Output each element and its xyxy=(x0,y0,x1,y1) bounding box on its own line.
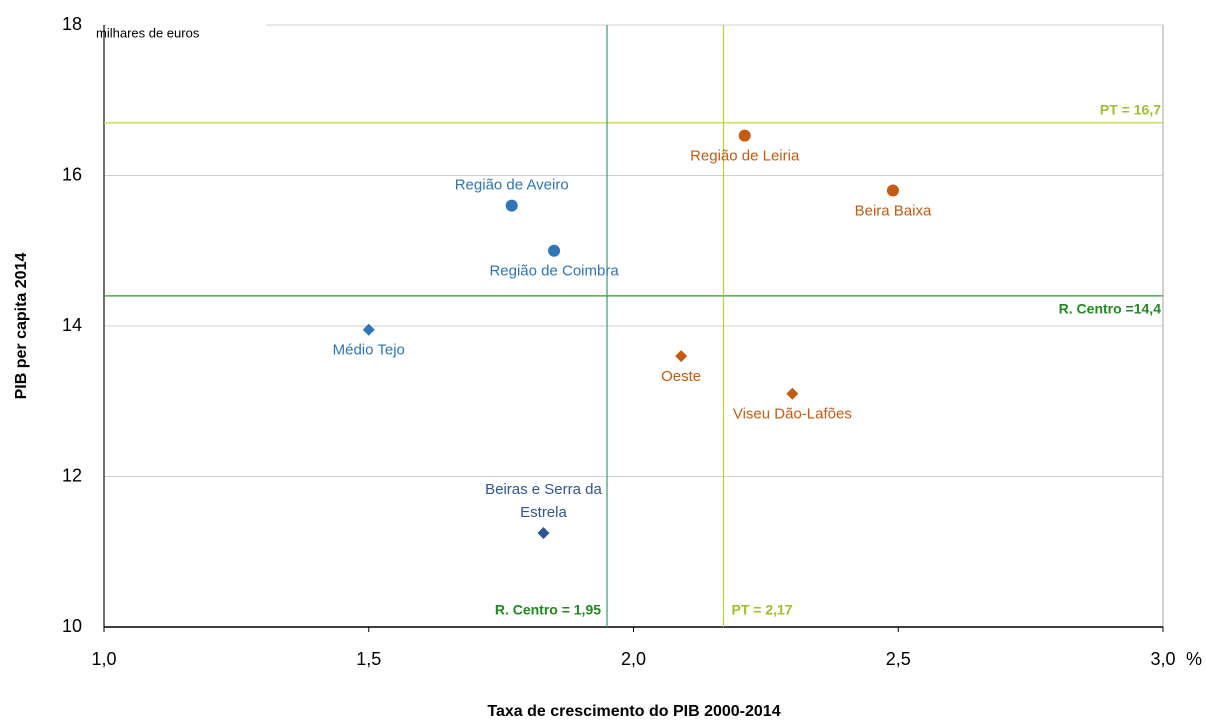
point-label: Viseu Dão-Lafões xyxy=(733,406,852,423)
x-tick-label: 1,5 xyxy=(356,649,381,669)
point-label: Médio Tejo xyxy=(333,342,405,359)
x-axis-title: Taxa de crescimento do PIB 2000-2014 xyxy=(487,703,780,720)
x-tick-label: 2,5 xyxy=(886,649,911,669)
unit-bg xyxy=(106,13,266,35)
y-tick-label: 18 xyxy=(62,14,82,34)
point xyxy=(675,350,688,363)
point xyxy=(738,129,751,142)
y-tick-label: 14 xyxy=(62,315,82,335)
y-tick-label: 12 xyxy=(62,465,82,485)
reference-label: R. Centro = 1,95 xyxy=(495,602,601,618)
reference-label: PT = 2,17 xyxy=(732,602,793,618)
point-label: Região de Aveiro xyxy=(455,177,569,194)
y-tick-label: 10 xyxy=(62,616,82,636)
y-axis-title: PIB per capita 2014 xyxy=(13,253,30,400)
point xyxy=(786,387,799,400)
point xyxy=(548,244,561,257)
point-label: Estrela xyxy=(520,504,567,521)
point-label: Beiras e Serra da xyxy=(485,481,602,498)
point xyxy=(537,526,550,539)
point xyxy=(362,323,375,336)
y-tick-label: 16 xyxy=(62,164,82,184)
point-label: Beira Baixa xyxy=(855,203,932,220)
point-label: Oeste xyxy=(661,368,701,385)
x-tick-label: 2,0 xyxy=(621,649,646,669)
point xyxy=(505,199,518,212)
reference-label: PT = 16,7 xyxy=(1100,102,1161,118)
point-label: Região de Leiria xyxy=(690,148,800,165)
x-tick-label: 3,0 xyxy=(1150,649,1175,669)
point-label: Região de Coimbra xyxy=(489,263,619,280)
x-unit: % xyxy=(1186,649,1202,669)
reference-label: R. Centro =14,4 xyxy=(1059,301,1162,317)
point xyxy=(886,184,899,197)
x-tick-label: 1,0 xyxy=(91,649,116,669)
y-unit: milhares de euros xyxy=(96,25,200,40)
